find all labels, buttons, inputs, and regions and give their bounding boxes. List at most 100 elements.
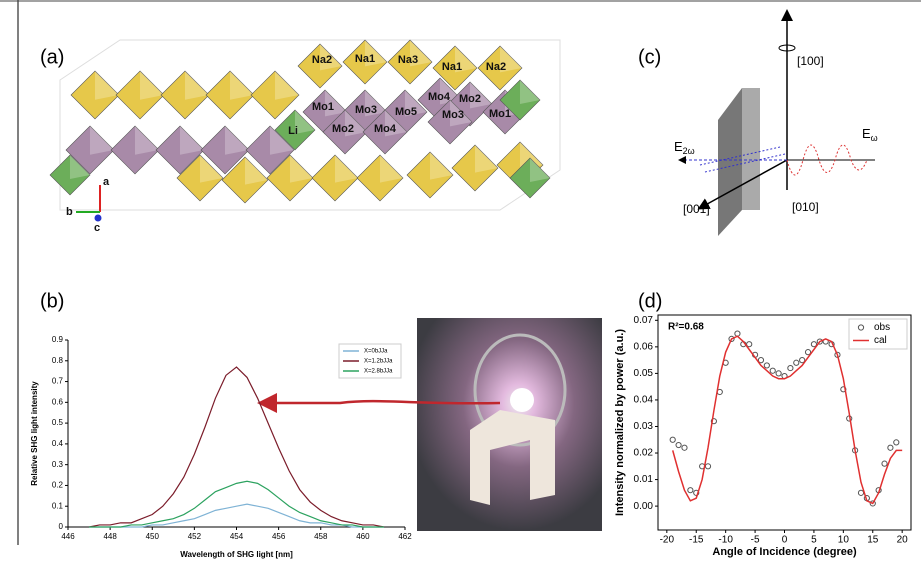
series-line [89, 504, 384, 527]
legend-label: cal [874, 335, 887, 346]
field-base: E [674, 139, 683, 154]
y-tick-label: 0.1 [52, 501, 64, 510]
y-tick-label: 0.7 [52, 377, 64, 386]
field-base: E [862, 126, 871, 141]
axis-label: c [94, 222, 100, 234]
x-tick-label: 20 [897, 535, 909, 546]
axis-dot [95, 215, 102, 222]
panel-label: (a) [40, 46, 64, 68]
y-tick-label: 0.4 [52, 439, 64, 448]
atom-label: Mo2 [332, 123, 354, 135]
point [794, 360, 799, 365]
y-tick-label: 0.6 [52, 397, 64, 406]
octahedron-face [430, 152, 453, 180]
octahedron-face [520, 80, 540, 104]
x-tick-label: 452 [188, 532, 202, 541]
point [670, 437, 675, 442]
x-tick-label: 454 [230, 532, 244, 541]
y-tick-label: 0.03 [634, 421, 654, 432]
x-tick-label: 10 [838, 535, 850, 546]
axis-label: b [66, 206, 73, 218]
octahedron-face [185, 71, 209, 100]
y-axis-label: Relative SHG light intensity [30, 381, 39, 486]
atom-label: Mo3 [355, 104, 377, 116]
chart: -20-15-10-5051015200.000.010.020.030.040… [614, 315, 911, 558]
x-tick-label: -5 [751, 535, 760, 546]
atom-label: Mo3 [442, 109, 464, 121]
series-line [89, 367, 384, 527]
x-tick-label: 456 [272, 532, 286, 541]
legend-label: X=2.8bJJa [364, 369, 393, 375]
x-axis-label: Wavelength of SHG light [nm] [180, 550, 293, 559]
y-tick-label: 0.05 [634, 368, 654, 379]
x-tick-label: -10 [718, 535, 733, 546]
point [894, 440, 899, 445]
figure: Na2Na1Na3Na1Na2Mo1Mo3Mo5Mo4Mo2Mo1LiMo2Mo… [0, 0, 921, 566]
octahedron-face [275, 71, 299, 100]
point [705, 464, 710, 469]
x-tick-label: 448 [103, 532, 117, 541]
crystal-structure: Na2Na1Na3Na1Na2Mo1Mo3Mo5Mo4Mo2Mo1LiMo2Mo… [50, 40, 560, 234]
x-tick-label: 460 [356, 532, 370, 541]
octahedron-face [140, 71, 164, 100]
octahedron-face [135, 126, 159, 155]
point [882, 461, 887, 466]
atom-label: Mo1 [489, 108, 511, 120]
y-tick-label: 0.06 [634, 341, 654, 352]
point [788, 365, 793, 370]
direction-label: [100] [797, 54, 824, 68]
point [888, 445, 893, 450]
y-tick-label: 0.01 [634, 474, 654, 485]
x-tick-label: 462 [398, 532, 412, 541]
legend-label: X=1.2bJJa [364, 359, 393, 365]
field-label: E2ω [674, 139, 695, 156]
octahedron-face [335, 155, 358, 183]
field-label: Eω [862, 126, 878, 143]
y-tick-label: 0.07 [634, 315, 654, 326]
direction-label: [010] [792, 200, 819, 214]
octahedron-face [225, 126, 249, 155]
atom-label: Li [288, 125, 298, 137]
point [764, 363, 769, 368]
point [682, 445, 687, 450]
octahedron-face [475, 145, 498, 173]
atom-label: Na1 [355, 53, 375, 65]
annotation: R²=0.68 [668, 322, 704, 333]
atom-label: Mo5 [395, 106, 417, 118]
atom-label: Na3 [398, 54, 418, 66]
atom-label: Na2 [312, 54, 332, 66]
y-tick-label: 0.2 [52, 481, 64, 490]
field-sub: ω [871, 133, 878, 143]
octahedron-face [90, 126, 114, 155]
legend-label: obs [874, 322, 890, 333]
y-tick-label: 0.02 [634, 448, 654, 459]
octahedron-face [380, 155, 403, 183]
point [676, 442, 681, 447]
point [735, 331, 740, 336]
x-tick-label: -20 [660, 535, 675, 546]
y-axis-label: Intensity normalized by power (a.u.) [614, 329, 626, 516]
axis-label: a [103, 176, 110, 188]
direction-label: [001] [683, 202, 710, 216]
octahedron-face [180, 126, 204, 155]
field-sub: 2ω [683, 146, 695, 156]
octahedron-face [95, 71, 119, 100]
octahedron-face [230, 71, 254, 100]
atom-label: Mo2 [459, 93, 481, 105]
y-tick-label: 0.8 [52, 356, 64, 365]
atom-label: Mo1 [312, 101, 334, 113]
y-tick-label: 0.00 [634, 501, 654, 512]
y-tick-label: 0.04 [634, 395, 654, 406]
octahedron-face [290, 155, 313, 183]
x-tick-label: 458 [314, 532, 328, 541]
x-tick-label: 15 [867, 535, 879, 546]
atom-label: Na2 [486, 61, 506, 73]
y-tick-label: 0.5 [52, 418, 64, 427]
panel-label: (c) [638, 46, 661, 68]
y-tick-label: 0.9 [52, 335, 64, 344]
panel-label: (b) [40, 290, 64, 312]
x-tick-label: 5 [811, 535, 817, 546]
photo [417, 318, 602, 531]
